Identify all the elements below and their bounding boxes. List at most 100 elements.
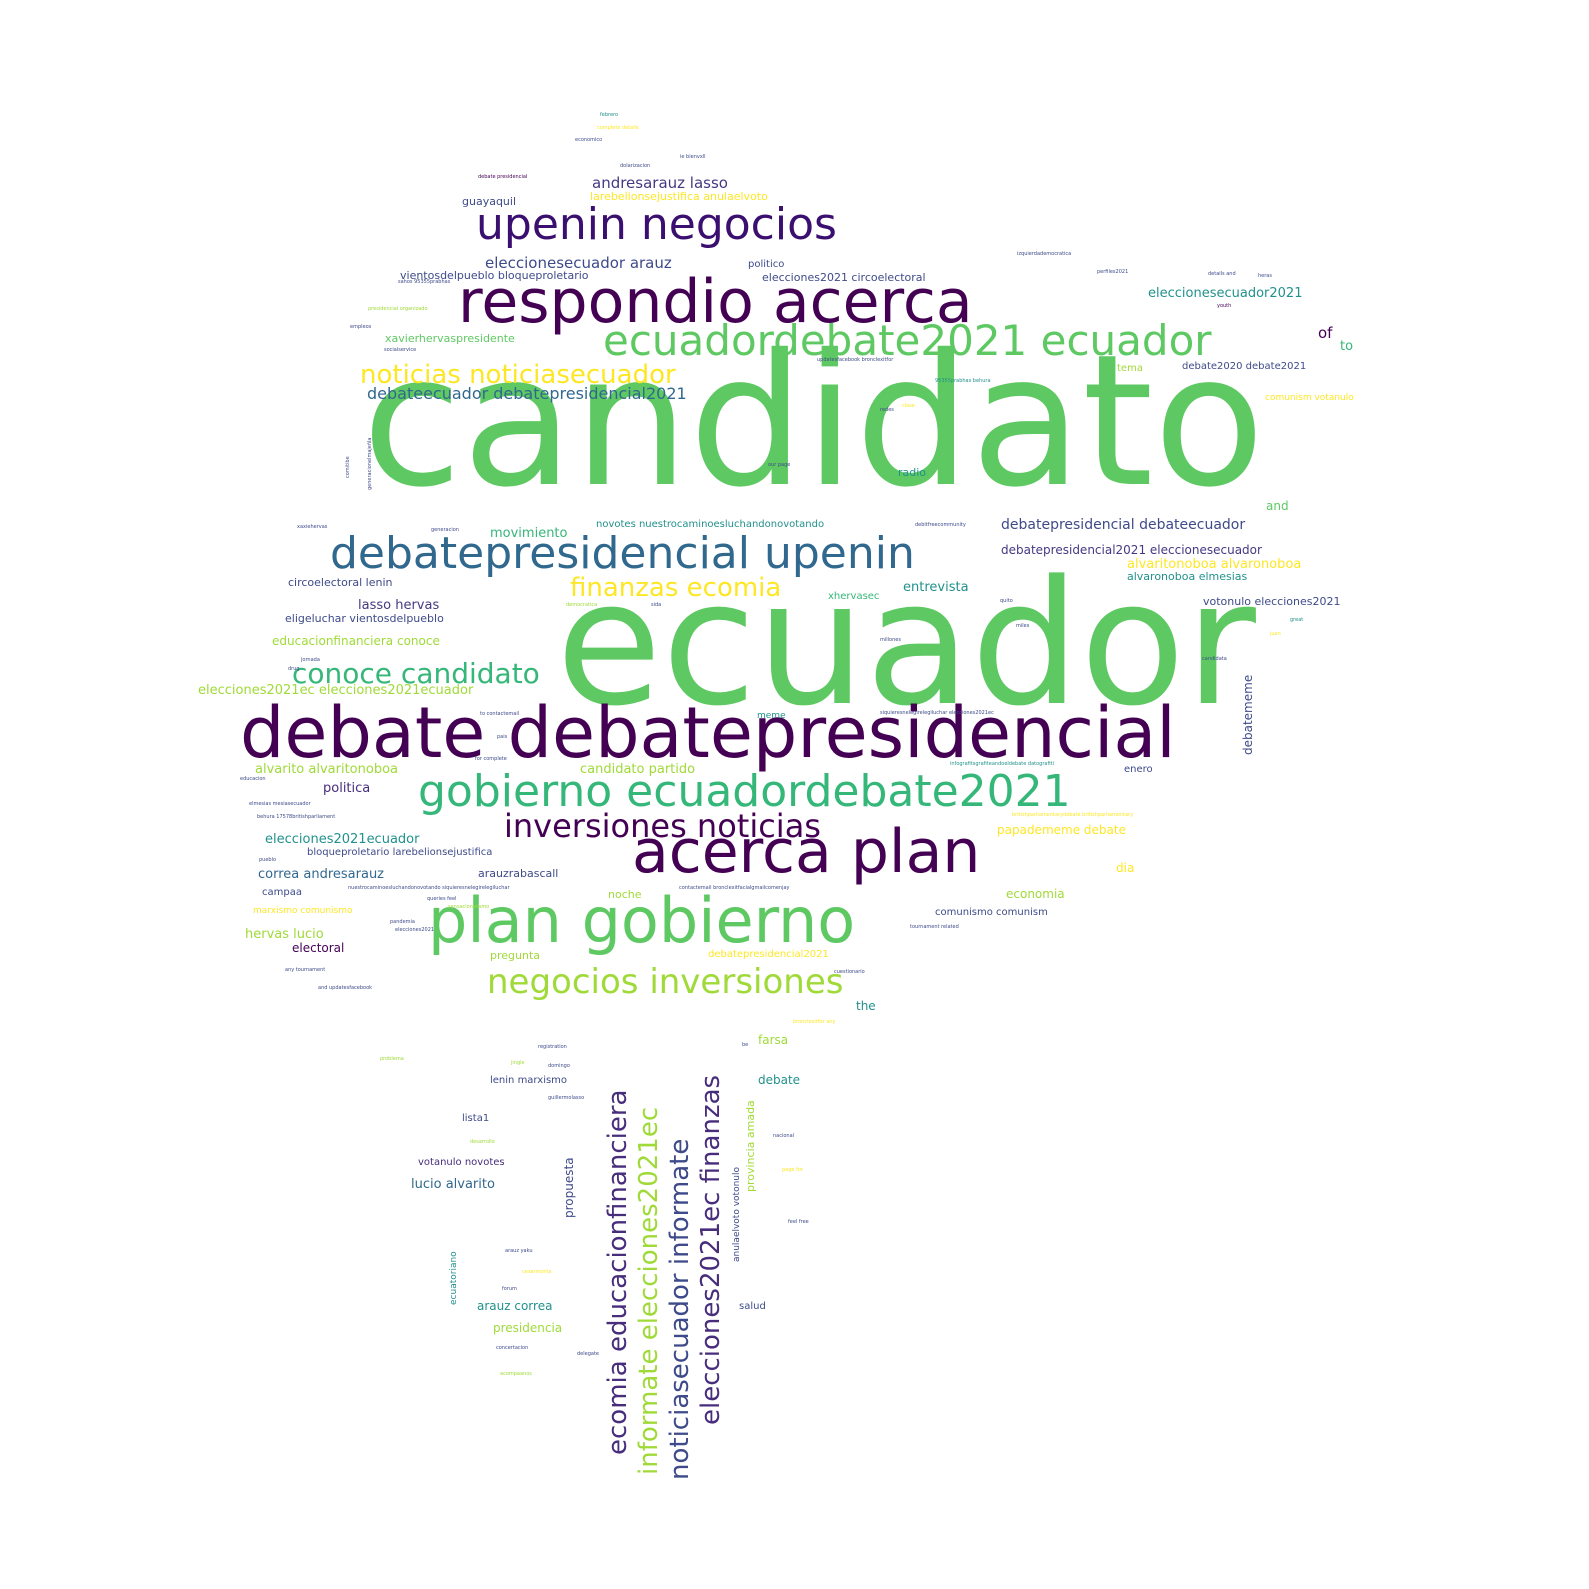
word: great [1290, 617, 1304, 623]
word: jingle [511, 1060, 525, 1066]
word: nacional [773, 1133, 795, 1139]
word: nuestrocaminoesluchandonovotando siquier… [348, 885, 510, 891]
word: cesarmonta [522, 1269, 552, 1275]
word: debatepresidencial2021 eleccionesecuador [1001, 543, 1262, 557]
word: contactemail bronclexitfacialgmailcomenj… [679, 885, 790, 891]
word: generacionelmajeñla [367, 437, 373, 490]
word: votanulo novotes [418, 1157, 505, 1168]
word: debate [758, 1073, 801, 1087]
word: be [742, 1042, 749, 1048]
word: ie bienvxll [680, 154, 706, 160]
word: domingo [548, 1063, 570, 1069]
word: anulaelvoto votonulo [732, 1167, 742, 1262]
word: candidato [362, 315, 1265, 527]
word: papadememe debate [997, 823, 1126, 837]
word: izquierdademocratica [1017, 251, 1072, 257]
word: acompaanos [500, 1371, 532, 1377]
word: farsa [758, 1033, 789, 1047]
word: votonulo elecciones2021 [1203, 595, 1341, 608]
word: page for [782, 1167, 803, 1173]
word: candidata [1202, 656, 1227, 662]
word: debatepresidencial2021 [708, 949, 829, 960]
word: queries feel [427, 896, 457, 902]
word: siquieresnelegirelegiluchar elecciones20… [880, 710, 994, 716]
word: millones [880, 637, 901, 643]
word: democratica [566, 602, 598, 608]
word: quito [1000, 598, 1013, 604]
word: feel free [788, 1219, 809, 1225]
word: pais [497, 734, 508, 740]
word: for complete [475, 756, 507, 762]
word: elecciones2021ec elecciones2021ecuador [198, 683, 474, 698]
word: 95355prabhas behura [935, 378, 991, 384]
word: economico [575, 137, 603, 143]
word: guayaquil [462, 195, 517, 208]
word: bronclexitfor any [793, 1019, 836, 1025]
word: meme [757, 711, 786, 721]
word: socialservice [384, 347, 417, 353]
word: negocios inversiones [487, 962, 844, 1002]
word: any tournament [285, 967, 326, 973]
word: cuestionario [834, 969, 865, 975]
word: alvarito alvaritonoboa [255, 762, 398, 777]
word: vientosdelpueblo bloqueproletario [400, 269, 589, 282]
word: lista1 [462, 1113, 490, 1124]
word: pregunta [490, 949, 541, 962]
word: to [1340, 339, 1354, 354]
word: bloqueproletario larebelionsejustifica [307, 847, 493, 858]
word: sida [651, 602, 662, 608]
word: comunism votanulo [1265, 393, 1354, 403]
word: redes [880, 407, 894, 413]
word: concertacion [496, 1345, 529, 1351]
word: upenin negocios [476, 199, 837, 250]
word: propuesta [562, 1157, 576, 1218]
word: noticiasecuador informate [665, 1138, 695, 1480]
word: conoce candidato [292, 657, 540, 690]
word: radio [898, 466, 927, 479]
word: ecomia educacionfinanciera [603, 1089, 633, 1455]
word: debatepresidencial debateecuador [1001, 517, 1246, 533]
word: elecciones2021 [395, 927, 435, 933]
word: elecciones2021ec finanzas [696, 1074, 726, 1425]
word: debatememe [1241, 674, 1255, 755]
word: problema [380, 1056, 404, 1062]
word: gobierno ecuadordebate2021 [418, 766, 1071, 817]
word: desarrollo [470, 1139, 495, 1145]
word: novotes nuestrocaminoesluchandonovotando [596, 519, 825, 530]
word: ecuadordebate2021 ecuador [603, 316, 1212, 365]
word: arauz correa [477, 1299, 553, 1313]
word: noticias noticiasecuador [360, 360, 676, 390]
word: ecuador [556, 543, 1256, 744]
word: the [856, 999, 876, 1013]
word: our page [768, 462, 791, 468]
word: salud [739, 1301, 766, 1312]
word: xhervasec [828, 591, 880, 602]
word: presidencial organizado [368, 306, 428, 312]
word: arauzrabascall [478, 867, 559, 880]
word: eleccionesecuador2021 [1148, 286, 1303, 301]
word: debitfreecommunity [915, 522, 966, 528]
word: and updatesfacebook [318, 985, 373, 991]
word: acerca plan [632, 817, 981, 887]
word: complete details [597, 125, 639, 131]
word: circoelectoral lenin [288, 576, 393, 589]
word: perfiles2021 [1097, 269, 1129, 275]
word: inversiones noticias [504, 807, 821, 845]
word: to contactemail [480, 711, 520, 717]
word: jornada [301, 657, 320, 663]
word: campaa [262, 887, 302, 898]
word: politica [323, 781, 371, 796]
word: heras [1258, 273, 1272, 279]
word: sensacionalismo [448, 904, 490, 910]
word: educacionfinanciera conoce [272, 634, 440, 648]
word: drug [288, 666, 300, 672]
word: of [1318, 324, 1333, 342]
word: tema [1117, 363, 1143, 374]
word: hervas lucio [245, 927, 324, 942]
word: dia [1116, 861, 1135, 875]
word: entrevista [903, 580, 969, 595]
word: infografitsgrafiteandoeldebate datografi… [950, 761, 1054, 767]
word: eligeluchar vientosdelpueblo [285, 612, 444, 625]
word: guillermolasso [548, 1095, 585, 1101]
